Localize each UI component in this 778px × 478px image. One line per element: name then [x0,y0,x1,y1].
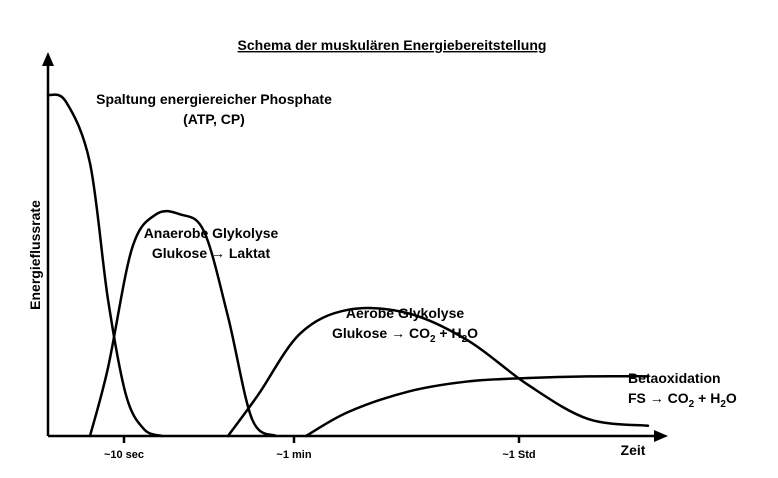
series-line-anaerob [88,209,278,438]
label-phosphate-line-1: Spaltung energiereicher Phosphate [96,91,332,107]
label-aerob-line-2: Glukose → CO2 + H2O [332,325,478,345]
label-aerob-line-1: Aerobe Glykolyse [346,305,464,321]
curves [46,93,650,438]
curve-labels: Spaltung energiereicher Phosphate (ATP, C… [96,91,737,410]
series-line-aerob [226,306,650,438]
series-line-phosphate [46,93,164,438]
x-tick-label: ~1 Std [502,449,535,461]
series-line-beta [304,374,650,438]
x-axis-label: Zeit [621,442,646,458]
x-axis-arrow [654,430,668,442]
label-anaerob-line-2: Glukose → Laktat [152,245,271,261]
chart-title: Schema der muskulären Energiebereitstell… [238,37,547,53]
label-anaerob-line-1: Anaerobe Glykolyse [144,225,279,241]
x-tick-label: ~10 sec [104,449,144,461]
label-phosphate-line-2: (ATP, CP) [183,111,245,127]
y-axis-arrow [42,52,54,66]
x-tick-label: ~1 min [276,449,311,461]
axes: ~10 sec ~1 min ~1 Std [42,52,668,461]
label-beta-line-2: FS → CO2 + H2O [628,390,737,410]
label-beta-line-1: Betaoxidation [628,370,721,386]
y-axis-label: Energieflussrate [27,200,43,310]
